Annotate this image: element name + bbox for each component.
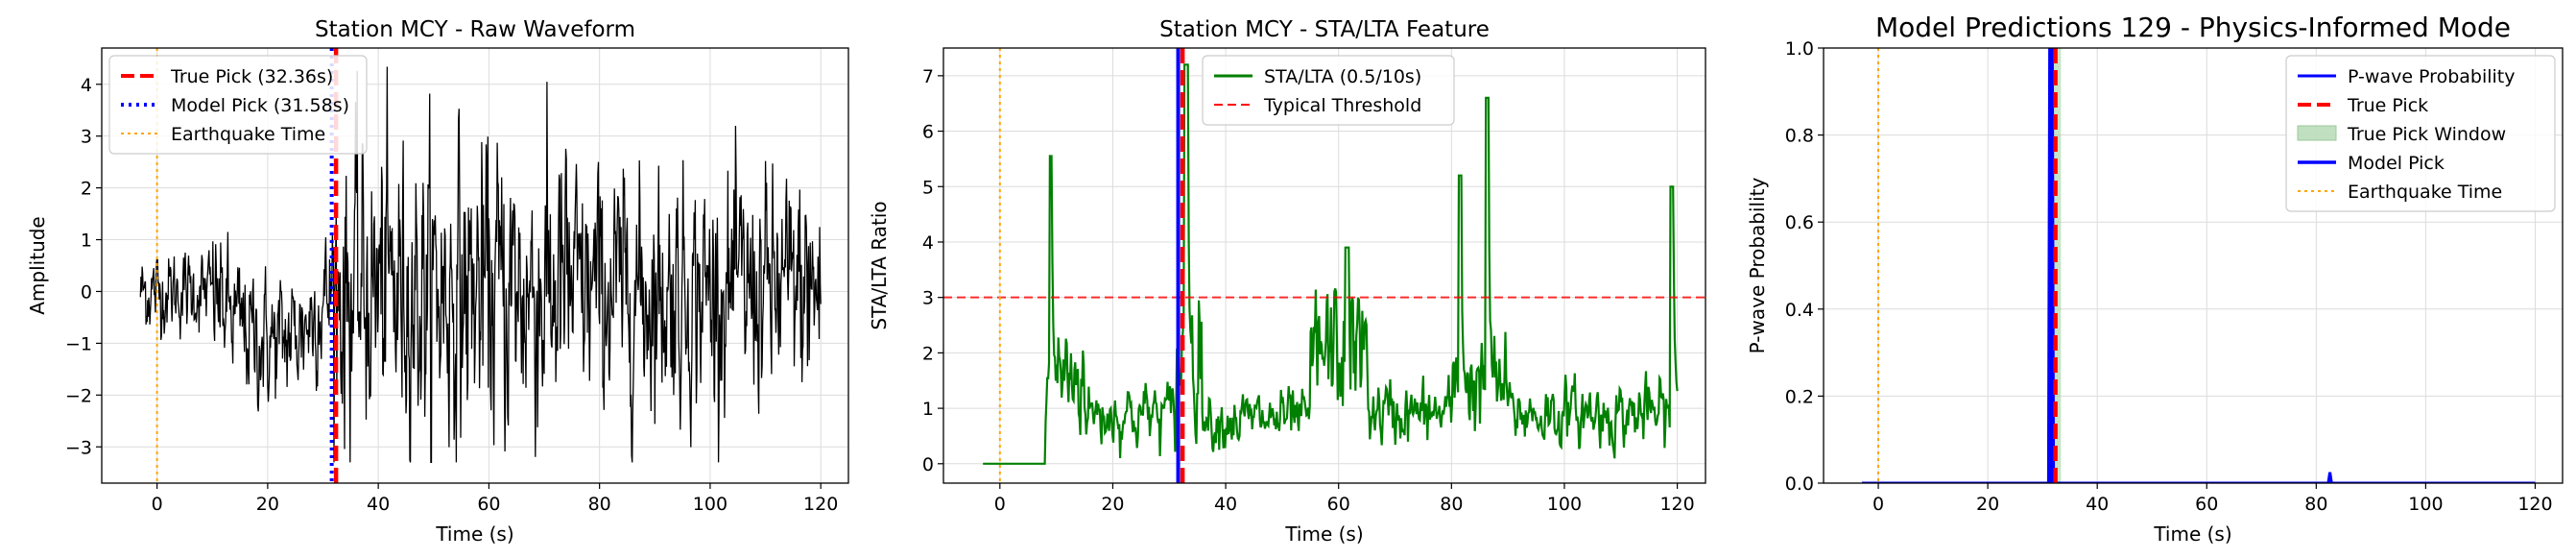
legend-entry-label: Typical Threshold xyxy=(1263,95,1421,116)
y-tick-label: 4 xyxy=(922,232,934,254)
axes-2: 0 20 40 60 80 100 120 0 1 2 3 4 5 6 7 Station MCY - STA… xyxy=(868,17,1706,546)
legend-box xyxy=(2285,55,2556,212)
x-tick-label: 0 xyxy=(152,494,163,515)
p-wave-probability-line xyxy=(1861,48,2536,483)
y-tick-label: 4 xyxy=(81,75,92,96)
x-tick-label: 40 xyxy=(1214,494,1237,515)
axes-frame xyxy=(942,47,1706,484)
y-tick-label: 3 xyxy=(922,288,934,309)
plot-area xyxy=(1861,48,2536,483)
y-axis-label: P-wave Probability xyxy=(1746,178,1769,354)
axes-frame xyxy=(1823,47,2564,484)
chart-title: Station MCY - Raw Waveform xyxy=(315,17,635,42)
y-tick-label: 2 xyxy=(81,179,92,200)
x-tick-label: 60 xyxy=(1327,494,1350,515)
x-tick-label: 80 xyxy=(2304,494,2327,515)
x-axis-label: Time (s) xyxy=(1284,523,1363,546)
true-pick-window-span xyxy=(2049,48,2062,483)
chart-title: Station MCY - STA/LTA Feature xyxy=(1159,17,1490,42)
y-tick-label: 0.4 xyxy=(1785,300,1814,321)
x-tick-label: 60 xyxy=(2195,494,2218,515)
axes-1: 0 20 40 60 80 100 120 −3 −2 −1 0 1 2 3 4 Station MCY - … xyxy=(26,17,849,546)
x-tick-label: 40 xyxy=(367,494,390,515)
x-axis-label: Time (s) xyxy=(2153,523,2231,546)
y-tick-label: 1.0 xyxy=(1785,38,1814,60)
x-tick-label: 80 xyxy=(1440,494,1463,515)
y-tick-label: −2 xyxy=(65,385,92,406)
x-tick-label: 120 xyxy=(2517,494,2552,515)
x-tick-label: 20 xyxy=(1976,494,1999,515)
x-tick-label: 0 xyxy=(994,494,1006,515)
legend-entry-label: Model Pick xyxy=(2348,153,2445,174)
y-tick-label: 0.6 xyxy=(1785,212,1814,233)
y-tick-label: 0.8 xyxy=(1785,126,1814,147)
legend-box xyxy=(108,55,368,155)
x-tick-label: 60 xyxy=(477,494,500,515)
y-tick-label: 0.2 xyxy=(1785,386,1814,407)
y-tick-label: 0 xyxy=(922,454,934,475)
y-axis-label: STA/LTA Ratio xyxy=(868,201,891,329)
legend-entry-label: True Pick Window xyxy=(2347,124,2506,145)
x-tick-label: 120 xyxy=(1659,494,1694,515)
legend-box xyxy=(1202,55,1455,126)
sta-lta-line xyxy=(983,63,1679,465)
y-tick-label: 7 xyxy=(922,66,934,87)
legend: True Pick (32.36s) Model Pick (31.58s) Ear… xyxy=(108,55,368,155)
legend-entry-label: True Pick (32.36s) xyxy=(170,66,333,87)
legend-entry-label: Earthquake Time xyxy=(171,124,325,145)
y-tick-label: −1 xyxy=(65,333,92,354)
axes-frame xyxy=(101,47,849,484)
plot-area xyxy=(943,48,1705,483)
y-tick-label: 2 xyxy=(922,343,934,364)
legend-swatch xyxy=(2297,125,2337,141)
y-tick-label: 5 xyxy=(922,177,934,198)
x-tick-label: 20 xyxy=(1101,494,1124,515)
y-tick-label: 1 xyxy=(81,231,92,252)
x-tick-label: 120 xyxy=(803,494,838,515)
waveform-line xyxy=(139,66,822,464)
legend-entry-label: Model Pick (31.58s) xyxy=(171,95,349,116)
y-tick-label: 6 xyxy=(922,122,934,143)
legend: STA/LTA (0.5/10s) Typical Threshold xyxy=(1202,55,1455,126)
y-tick-label: 1 xyxy=(922,399,934,420)
x-tick-label: 100 xyxy=(1547,494,1582,515)
x-axis-label: Time (s) xyxy=(435,523,513,546)
y-tick-label: −3 xyxy=(65,437,92,458)
chart-title: Model Predictions 129 - Physics-Informed… xyxy=(1875,12,2511,43)
y-tick-label: 0.0 xyxy=(1785,474,1814,495)
y-tick-label: 0 xyxy=(81,281,92,303)
y-axis-label: Amplitude xyxy=(26,216,49,315)
x-tick-label: 80 xyxy=(588,494,611,515)
y-tick-label: 3 xyxy=(81,127,92,148)
axes-3: 0 20 40 60 80 100 120 0.0 0.2 0.4 0.6 0.8 1.0 Model P… xyxy=(1746,12,2564,546)
legend-entry-label: P-wave Probability xyxy=(2348,66,2516,87)
x-tick-label: 40 xyxy=(2086,494,2109,515)
x-tick-label: 100 xyxy=(693,494,727,515)
x-tick-label: 20 xyxy=(256,494,279,515)
legend: P-wave Probability True Pick True Pick Win… xyxy=(2285,55,2556,212)
legend-entry-label: True Pick xyxy=(2347,95,2428,116)
x-tick-label: 0 xyxy=(1872,494,1884,515)
legend-entry-label: STA/LTA (0.5/10s) xyxy=(1264,66,1421,87)
legend-entry-label: Earthquake Time xyxy=(2348,182,2502,203)
x-tick-label: 100 xyxy=(2408,494,2443,515)
